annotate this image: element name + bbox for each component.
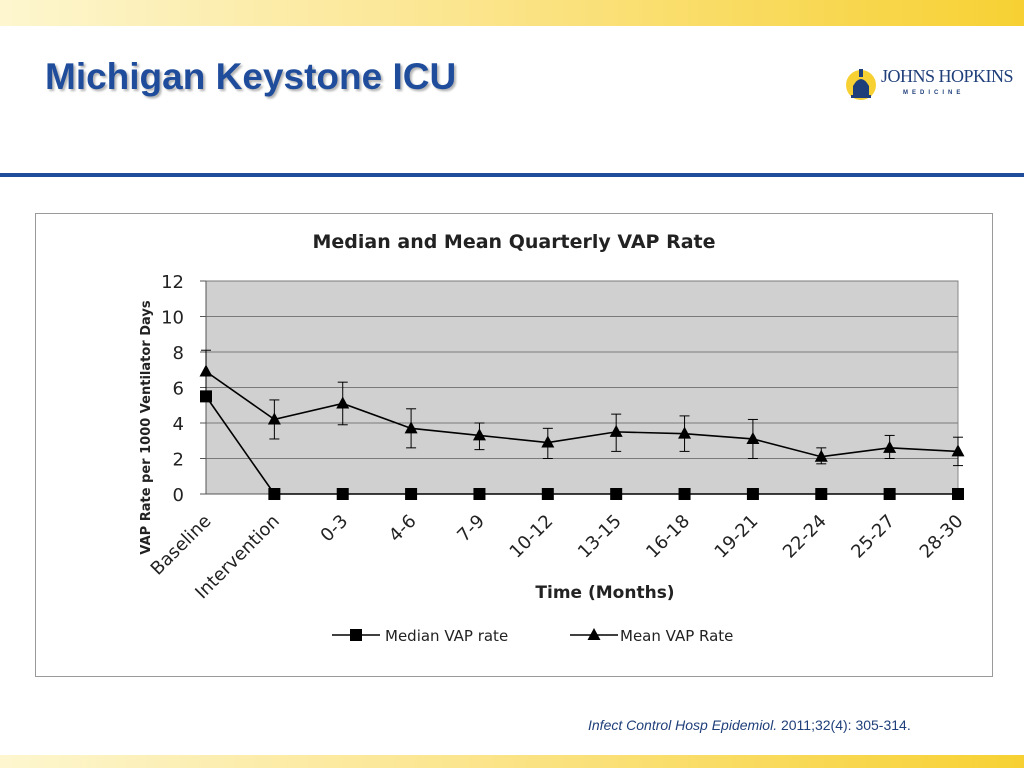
series-line-mean [205, 370, 959, 458]
slide-title: Michigan Keystone ICU [45, 56, 457, 97]
median-point [610, 488, 623, 500]
median-point [883, 488, 896, 500]
median-point [952, 488, 964, 500]
y-tick-label: 10 [161, 308, 184, 329]
mean-point [336, 396, 350, 409]
mean-point [678, 426, 692, 439]
header-rule [0, 173, 1024, 177]
x-tick-label: 19-21 [711, 511, 763, 563]
logo-subtitle: MEDICINE [903, 90, 965, 96]
citation: Infect Control Hosp Epidemiol. 2011;32(4… [588, 717, 911, 733]
y-tick-label: 8 [173, 343, 184, 364]
x-tick-label: 22-24 [779, 511, 831, 563]
mean-point [404, 421, 418, 434]
mean-point [541, 435, 555, 448]
legend-label-median: Median VAP rate [385, 627, 508, 645]
x-tick-label: 10-12 [506, 511, 558, 563]
x-tick-label: 4-6 [385, 511, 421, 547]
series-line-median [205, 395, 958, 495]
y-tick-label: 0 [173, 485, 184, 506]
logo-name: JOHNS HOPKINS [881, 66, 1014, 86]
chart-title: Median and Mean Quarterly VAP Rate [313, 231, 716, 253]
top-gold-band [0, 0, 1024, 26]
vap-rate-chart: Median and Mean Quarterly VAP Rate 0 2 4 6 8 1… [139, 231, 968, 645]
x-tick-label: 13-15 [574, 511, 626, 563]
y-axis-label: VAP Rate per 1000 Ventilator Days [139, 300, 154, 554]
mean-point [883, 440, 897, 453]
median-point [405, 488, 418, 500]
mean-point [951, 444, 965, 457]
x-tick-label: Baseline [147, 511, 216, 580]
x-tick-label: 0-3 [317, 511, 353, 547]
mean-point [472, 428, 486, 441]
x-tick-label: 7-9 [453, 511, 489, 547]
x-axis-label: Time (Months) [535, 583, 674, 603]
x-tick-label: 28-30 [916, 511, 968, 563]
mean-point [199, 364, 213, 377]
median-point [815, 488, 828, 500]
median-point [268, 488, 281, 500]
legend-marker-mean [587, 628, 601, 640]
median-point [678, 488, 691, 500]
median-point [746, 488, 759, 500]
bottom-gold-band [0, 755, 1024, 768]
median-point [200, 390, 212, 403]
mean-point [814, 449, 828, 462]
y-tick-label: 4 [173, 414, 184, 435]
y-tick-label: 2 [173, 450, 184, 471]
x-tick-label: 25-27 [847, 511, 899, 563]
mean-point [609, 424, 623, 437]
y-tick-label: 6 [173, 379, 184, 400]
y-tick-label: 12 [161, 272, 184, 293]
mean-point [746, 431, 760, 444]
median-point [473, 488, 486, 500]
median-point [541, 488, 554, 500]
citation-details: 2011;32(4): 305-314. [780, 717, 911, 733]
dome-icon [846, 69, 876, 100]
johns-hopkins-logo: JOHNS HOPKINS MEDICINE [845, 66, 1014, 102]
mean-point [267, 412, 281, 425]
legend-label-mean: Mean VAP Rate [620, 627, 733, 645]
median-point [336, 488, 349, 500]
x-tick-label: 16-18 [642, 511, 694, 563]
legend-marker-median [350, 629, 362, 641]
citation-journal: Infect Control Hosp Epidemiol. [588, 717, 778, 733]
